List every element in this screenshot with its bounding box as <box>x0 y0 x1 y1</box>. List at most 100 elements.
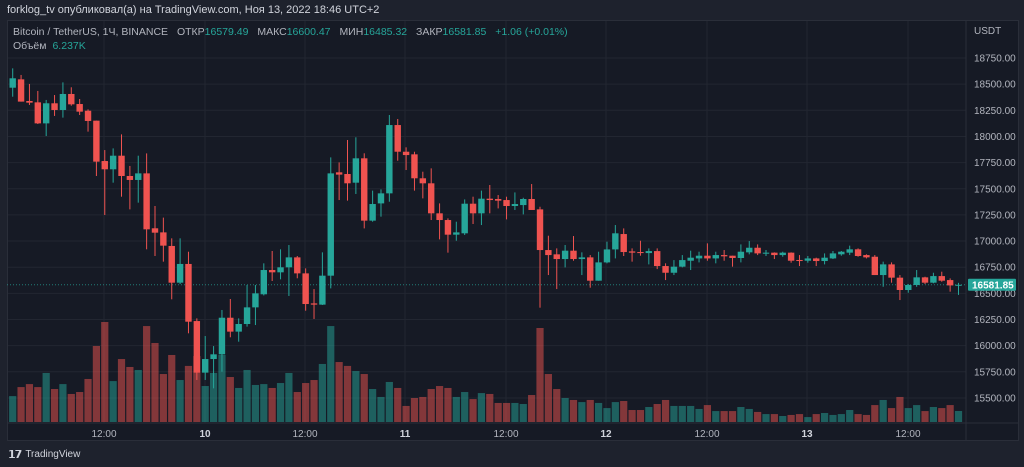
candle[interactable] <box>335 162 343 201</box>
candle[interactable] <box>352 137 360 194</box>
candle[interactable] <box>729 255 736 267</box>
candle[interactable] <box>570 236 577 261</box>
candle[interactable] <box>528 184 535 210</box>
candle[interactable] <box>402 147 410 171</box>
time-axis[interactable]: 12:00 10 12:00 11 12:00 12 12:00 13 12:00 <box>91 429 920 440</box>
candle[interactable] <box>310 289 318 319</box>
candle[interactable] <box>670 260 678 276</box>
candle[interactable] <box>787 252 795 263</box>
candle[interactable] <box>645 248 653 265</box>
candle[interactable] <box>469 196 477 225</box>
symbol-label[interactable]: Bitcoin / TetherUS, 1Ч, BINANCE <box>13 26 169 38</box>
candle[interactable] <box>185 251 192 334</box>
volume-label[interactable]: Объём <box>13 40 47 52</box>
candle[interactable] <box>193 318 201 380</box>
candle[interactable] <box>720 250 728 261</box>
candle[interactable] <box>210 346 217 389</box>
candle[interactable] <box>846 245 853 256</box>
candle[interactable] <box>863 254 870 259</box>
candle[interactable] <box>453 221 460 241</box>
candle[interactable] <box>444 218 452 253</box>
candle[interactable] <box>268 250 276 282</box>
candle[interactable] <box>796 255 803 267</box>
candle[interactable] <box>913 270 920 287</box>
candle[interactable] <box>503 196 510 220</box>
candle[interactable] <box>687 250 694 271</box>
tradingview-logo-text[interactable]: TradingView <box>25 449 81 460</box>
candle[interactable] <box>118 134 125 197</box>
candle[interactable] <box>679 255 686 268</box>
candle[interactable] <box>277 249 284 280</box>
candle[interactable] <box>879 261 887 287</box>
candle[interactable] <box>386 115 393 202</box>
candle[interactable] <box>595 251 602 281</box>
candle[interactable] <box>838 250 845 256</box>
candle[interactable] <box>938 271 945 282</box>
candle[interactable] <box>762 250 770 257</box>
candle[interactable] <box>637 240 644 256</box>
candle[interactable] <box>955 282 962 295</box>
candle[interactable] <box>243 284 251 327</box>
candle[interactable] <box>896 275 904 301</box>
candle[interactable] <box>202 336 209 380</box>
tradingview-logo-icon[interactable]: 𝟭𝟳 <box>8 449 22 461</box>
candle[interactable] <box>695 251 703 263</box>
candle[interactable] <box>369 190 376 222</box>
candle[interactable] <box>653 248 661 270</box>
candle[interactable] <box>235 318 242 342</box>
candle[interactable] <box>821 253 828 265</box>
candle[interactable] <box>779 251 786 257</box>
candle[interactable] <box>930 272 937 284</box>
candle[interactable] <box>813 257 820 267</box>
candle[interactable] <box>168 238 175 300</box>
candle[interactable] <box>143 153 150 250</box>
candle[interactable] <box>545 235 552 276</box>
candle[interactable] <box>84 109 92 132</box>
candle[interactable] <box>771 252 778 260</box>
candle[interactable] <box>871 255 879 276</box>
candle[interactable] <box>377 189 385 217</box>
candle[interactable] <box>34 90 42 125</box>
candle[interactable] <box>252 284 259 326</box>
candle[interactable] <box>620 228 627 257</box>
candle[interactable] <box>93 120 100 176</box>
candle[interactable] <box>486 184 493 214</box>
candle[interactable] <box>905 284 912 293</box>
candle[interactable] <box>829 250 837 260</box>
candle[interactable] <box>419 171 427 199</box>
candle[interactable] <box>227 298 234 338</box>
candle[interactable] <box>662 263 669 281</box>
candle[interactable] <box>327 157 334 289</box>
candle[interactable] <box>603 241 611 264</box>
candle[interactable] <box>109 148 117 183</box>
candle[interactable] <box>42 99 50 137</box>
candle[interactable] <box>285 245 293 296</box>
candle[interactable] <box>160 217 167 262</box>
candle[interactable] <box>26 83 33 105</box>
candle[interactable] <box>704 243 711 261</box>
candle[interactable] <box>394 118 401 161</box>
candle[interactable] <box>612 225 619 259</box>
candle[interactable] <box>151 206 159 257</box>
candle[interactable] <box>428 168 435 221</box>
candle[interactable] <box>536 206 544 308</box>
candle[interactable] <box>176 238 184 285</box>
price-axis[interactable]: 18750.00 18500.00 18250.00 18000.00 17750.00… <box>974 54 1016 405</box>
candle[interactable] <box>854 248 862 257</box>
candle[interactable] <box>578 252 586 276</box>
candle[interactable] <box>520 197 527 215</box>
candle[interactable] <box>587 255 594 288</box>
candle[interactable] <box>9 68 16 97</box>
candle[interactable] <box>361 153 368 229</box>
candle[interactable] <box>737 244 745 263</box>
candle[interactable] <box>76 99 83 116</box>
candle[interactable] <box>218 309 226 372</box>
candle[interactable] <box>628 248 636 262</box>
candle[interactable] <box>319 252 326 305</box>
candle[interactable] <box>344 140 351 201</box>
candle[interactable] <box>302 268 309 311</box>
candle[interactable] <box>260 263 267 296</box>
candle[interactable] <box>561 245 569 268</box>
candle[interactable] <box>461 199 468 235</box>
candle[interactable] <box>921 276 929 285</box>
